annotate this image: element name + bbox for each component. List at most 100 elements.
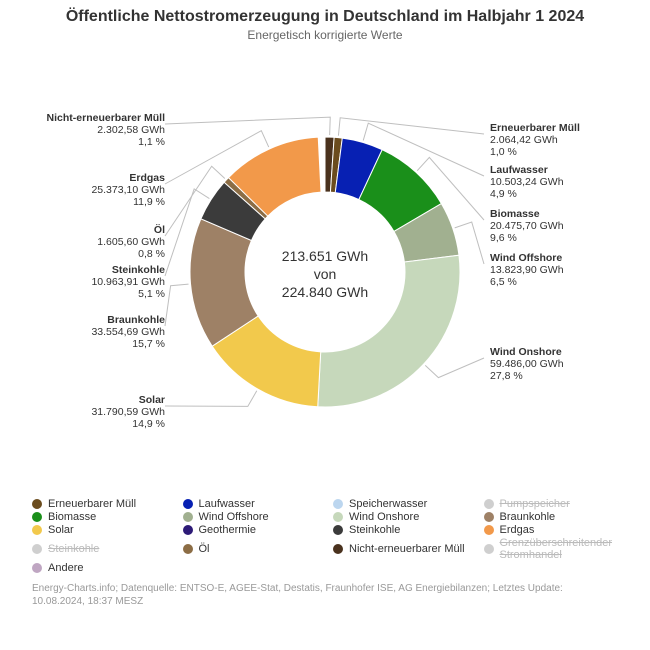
legend-label: Biomasse [48,511,96,523]
slice-value: 59.486,00 GWh [490,358,564,370]
legend-label: Laufwasser [199,498,255,510]
slice-name: Biomasse [490,208,540,220]
leader-line [165,284,189,326]
center-line-2: von [314,266,337,282]
legend-swatch [333,525,343,535]
slice-label: Erdgas25.373,10 GWh11,9 % [30,172,165,208]
slice-label: Wind Offshore13.823,90 GWh6,5 % [490,252,564,288]
slice-name: Solar [139,394,165,406]
credits: Energy-Charts.info; Datenquelle: ENTSO-E… [0,574,650,608]
leader-line [165,391,257,407]
slice-label: Biomasse20.475,70 GWh9,6 % [490,208,564,244]
legend-swatch [32,544,42,554]
slice-pct: 1,1 % [138,136,165,148]
chart-title: Öffentliche Nettostromerzeugung in Deuts… [0,8,650,26]
legend-label: Erneuerbarer Müll [48,498,136,510]
slice-pct: 5,1 % [138,288,165,300]
slice-pct: 0,8 % [138,248,165,260]
legend-item[interactable]: Grenzüberschreitender Stromhandel [484,537,631,561]
slice-label: Wind Onshore59.486,00 GWh27,8 % [490,346,564,382]
legend-swatch [333,512,343,522]
legend-label: Grenzüberschreitender Stromhandel [500,537,631,561]
slice-value: 33.554,69 GWh [91,326,165,338]
legend-swatch [183,525,193,535]
slice-label: Solar31.790,59 GWh14,9 % [30,394,165,430]
legend-item[interactable]: Öl [183,537,330,561]
donut-center-text: 213.651 GWh von 224.840 GWh [225,247,425,302]
slice-name: Wind Onshore [490,346,562,358]
legend: Erneuerbarer Müll Laufwasser Speicherwasse… [0,498,650,574]
legend-swatch [484,499,494,509]
slice-label: Laufwasser10.503,24 GWh4,9 % [490,164,564,200]
slice-value: 10.503,24 GWh [490,176,564,188]
legend-item[interactable]: Pumpspeicher [484,498,631,510]
legend-item[interactable]: Biomasse [32,511,179,523]
center-line-1: 213.651 GWh [282,248,368,264]
legend-item[interactable]: Wind Offshore [183,511,330,523]
slice-pct: 1,0 % [490,146,517,158]
legend-item[interactable]: Andere [32,562,179,574]
legend-label: Wind Onshore [349,511,419,523]
slice-pct: 27,8 % [490,370,523,382]
slice-label: Öl1.605,60 GWh0,8 % [30,224,165,260]
legend-item[interactable]: Steinkohle [333,524,480,536]
slice-name: Steinkohle [112,264,165,276]
slice-pct: 14,9 % [132,418,165,430]
slice-label: Braunkohle33.554,69 GWh15,7 % [30,314,165,350]
legend-item[interactable]: Speicherwasser [333,498,480,510]
legend-label: Erdgas [500,524,535,536]
leader-line [425,358,484,378]
legend-swatch [32,512,42,522]
legend-swatch [484,512,494,522]
legend-item[interactable]: Erneuerbarer Müll [32,498,179,510]
legend-item[interactable]: Laufwasser [183,498,330,510]
slice-name: Öl [154,224,165,236]
legend-swatch [32,499,42,509]
legend-item[interactable]: Erdgas [484,524,631,536]
legend-swatch [183,499,193,509]
legend-label: Wind Offshore [199,511,269,523]
legend-swatch [183,544,193,554]
legend-label: Braunkohle [500,511,556,523]
legend-label: Steinkohle [349,524,400,536]
slice-name: Erneuerbarer Müll [490,122,580,134]
legend-label: Solar [48,524,74,536]
slice-name: Nicht-erneuerbarer Müll [47,112,165,124]
legend-label: Pumpspeicher [500,498,570,510]
slice-pct: 11,9 % [133,196,165,208]
slice-value: 31.790,59 GWh [91,406,165,418]
credits-line-1: Energy-Charts.info; Datenquelle: ENTSO-E… [32,583,563,594]
slice-value: 20.475,70 GWh [490,220,564,232]
legend-swatch [183,512,193,522]
slice-value: 2.064,42 GWh [490,134,558,146]
slice-name: Erdgas [129,172,165,184]
slice-pct: 9,6 % [490,232,517,244]
legend-swatch [333,499,343,509]
slice-pct: 4,9 % [490,188,517,200]
slice-name: Braunkohle [107,314,165,326]
slice-value: 1.605,60 GWh [97,236,165,248]
slice-label: Steinkohle10.963,91 GWh5,1 % [30,264,165,300]
slice-name: Laufwasser [490,164,548,176]
legend-swatch [32,563,42,573]
legend-label: Geothermie [199,524,256,536]
legend-label: Nicht-erneuerbarer Müll [349,543,465,555]
legend-item[interactable]: Geothermie [183,524,330,536]
legend-item[interactable]: Nicht-erneuerbarer Müll [333,537,480,561]
legend-item[interactable]: Braunkohle [484,511,631,523]
slice-value: 13.823,90 GWh [490,264,564,276]
legend-swatch [333,544,343,554]
slice-pct: 6,5 % [490,276,517,288]
donut-chart: 213.651 GWh von 224.840 GWh Nicht-erneue… [0,42,650,492]
legend-item[interactable]: Steinkohle [32,537,179,561]
chart-subtitle: Energetisch korrigierte Werte [0,28,650,42]
legend-swatch [484,544,494,554]
credits-line-2: 10.08.2024, 18:37 MESZ [32,596,143,607]
slice-pct: 15,7 % [132,338,165,350]
leader-line [165,117,330,135]
center-line-3: 224.840 GWh [282,284,368,300]
legend-label: Steinkohle [48,543,99,555]
leader-line [338,118,484,136]
legend-item[interactable]: Wind Onshore [333,511,480,523]
legend-item[interactable]: Solar [32,524,179,536]
